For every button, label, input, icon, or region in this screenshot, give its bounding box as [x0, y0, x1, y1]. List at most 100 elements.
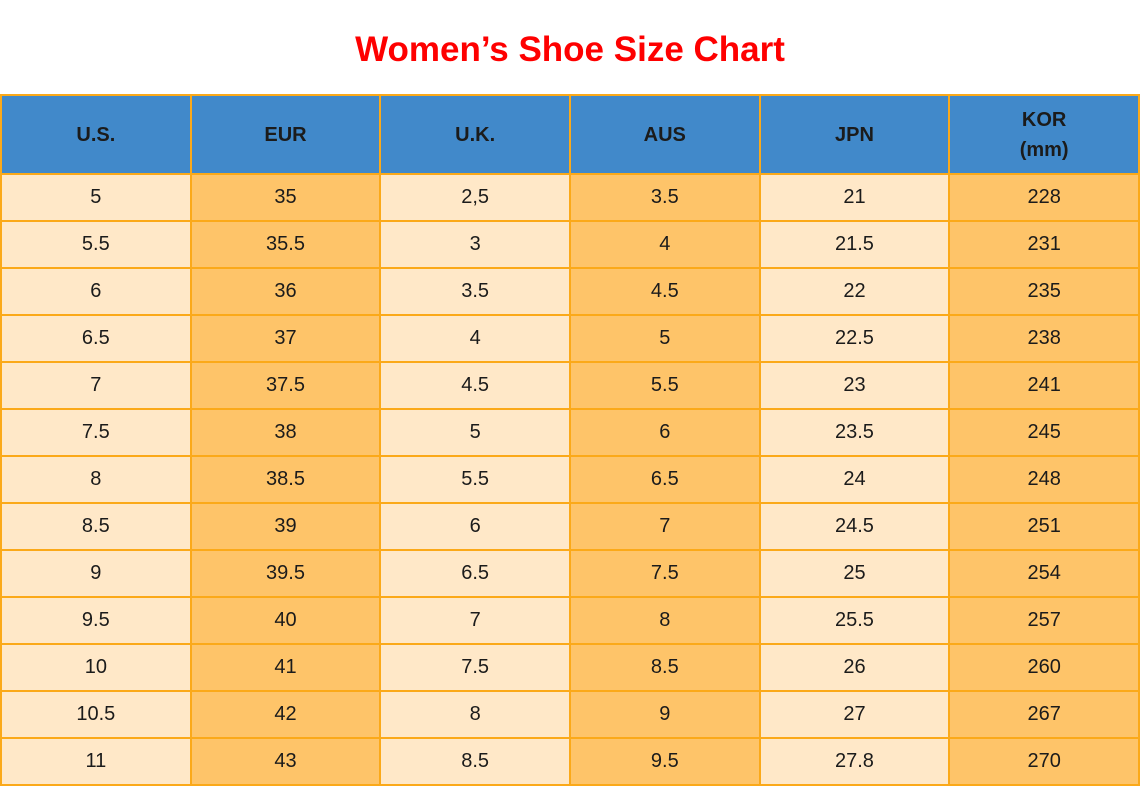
table-cell: 9 — [0, 549, 192, 598]
table-cell: 25.5 — [758, 596, 951, 645]
column-header-u-s: U.S. — [0, 94, 192, 175]
table-cell: 27.8 — [758, 737, 951, 786]
table-cell: 8.5 — [379, 737, 571, 786]
table-cell: 5.5 — [568, 361, 761, 410]
table-cell: 267 — [948, 690, 1140, 739]
table-cell: 23 — [758, 361, 951, 410]
table-row: 8.5 39 6 7 24.5 251 — [0, 502, 1140, 551]
table-cell: 8.5 — [568, 643, 761, 692]
column-header-u-k: U.K. — [379, 94, 571, 175]
table-cell: 8.5 — [0, 502, 192, 551]
table-cell: 22 — [758, 267, 951, 316]
table-cell: 36 — [189, 267, 382, 316]
table-cell: 24 — [758, 455, 951, 504]
table-cell: 8 — [379, 690, 571, 739]
table-cell: 3.5 — [568, 173, 761, 222]
table-cell: 4 — [568, 220, 761, 269]
header-row: U.S. EUR U.K. AUS JPN KOR (mm) — [0, 94, 1140, 175]
table-cell: 37 — [189, 314, 382, 363]
table-cell: 6.5 — [568, 455, 761, 504]
table-cell: 257 — [948, 596, 1140, 645]
table-cell: 10 — [0, 643, 192, 692]
table-cell: 7.5 — [0, 408, 192, 457]
table-cell: 5.5 — [0, 220, 192, 269]
table-cell: 7.5 — [568, 549, 761, 598]
table-row: 6.5 37 4 5 22.5 238 — [0, 314, 1140, 363]
table-cell: 231 — [948, 220, 1140, 269]
column-header-jpn: JPN — [758, 94, 951, 175]
shoe-size-table: U.S. EUR U.K. AUS JPN KOR (mm) 5 35 2,5 3.5 21 228… — [0, 94, 1140, 786]
table-row: 8 38.5 5.5 6.5 24 248 — [0, 455, 1140, 504]
table-cell: 39.5 — [189, 549, 382, 598]
table-cell: 241 — [948, 361, 1140, 410]
table-cell: 11 — [0, 737, 192, 786]
table-cell: 248 — [948, 455, 1140, 504]
table-cell: 10.5 — [0, 690, 192, 739]
table-cell: 238 — [948, 314, 1140, 363]
page-title: Women’s Shoe Size Chart — [355, 30, 785, 69]
table-cell: 5 — [0, 173, 192, 222]
table-cell: 37.5 — [189, 361, 382, 410]
table-cell: 25 — [758, 549, 951, 598]
table-cell: 235 — [948, 267, 1140, 316]
table-cell: 43 — [189, 737, 382, 786]
table-cell: 24.5 — [758, 502, 951, 551]
table-row: 9 39.5 6.5 7.5 25 254 — [0, 549, 1140, 598]
table-header: U.S. EUR U.K. AUS JPN KOR (mm) — [0, 94, 1140, 175]
table-cell: 38.5 — [189, 455, 382, 504]
table-cell: 5.5 — [379, 455, 571, 504]
table-row: 10.5 42 8 9 27 267 — [0, 690, 1140, 739]
table-cell: 6.5 — [0, 314, 192, 363]
table-cell: 251 — [948, 502, 1140, 551]
table-cell: 245 — [948, 408, 1140, 457]
table-cell: 35 — [189, 173, 382, 222]
table-cell: 7.5 — [379, 643, 571, 692]
table-row: 5.5 35.5 3 4 21.5 231 — [0, 220, 1140, 269]
table-cell: 260 — [948, 643, 1140, 692]
table-cell: 5 — [568, 314, 761, 363]
column-header-aus: AUS — [568, 94, 761, 175]
table-cell: 6.5 — [379, 549, 571, 598]
table-cell: 6 — [379, 502, 571, 551]
table-cell: 22.5 — [758, 314, 951, 363]
table-row: 5 35 2,5 3.5 21 228 — [0, 173, 1140, 222]
table-cell: 38 — [189, 408, 382, 457]
table-cell: 2,5 — [379, 173, 571, 222]
table-body: 5 35 2,5 3.5 21 228 5.5 35.5 3 4 21.5 231 6 36 3.5 4.5 2… — [0, 173, 1140, 786]
table-cell: 8 — [0, 455, 192, 504]
table-row: 9.5 40 7 8 25.5 257 — [0, 596, 1140, 645]
table-cell: 254 — [948, 549, 1140, 598]
table-row: 7 37.5 4.5 5.5 23 241 — [0, 361, 1140, 410]
table-cell: 6 — [0, 267, 192, 316]
table-row: 10 41 7.5 8.5 26 260 — [0, 643, 1140, 692]
table-cell: 7 — [379, 596, 571, 645]
column-header-eur: EUR — [189, 94, 382, 175]
table-cell: 4 — [379, 314, 571, 363]
table-row: 7.5 38 5 6 23.5 245 — [0, 408, 1140, 457]
table-cell: 21 — [758, 173, 951, 222]
table-cell: 41 — [189, 643, 382, 692]
table-cell: 39 — [189, 502, 382, 551]
table-cell: 4.5 — [568, 267, 761, 316]
table-cell: 3 — [379, 220, 571, 269]
table-cell: 40 — [189, 596, 382, 645]
table-cell: 26 — [758, 643, 951, 692]
table-cell: 6 — [568, 408, 761, 457]
table-cell: 228 — [948, 173, 1140, 222]
table-cell: 7 — [0, 361, 192, 410]
table-cell: 7 — [568, 502, 761, 551]
table-cell: 23.5 — [758, 408, 951, 457]
table-cell: 8 — [568, 596, 761, 645]
table-cell: 9.5 — [568, 737, 761, 786]
table-cell: 35.5 — [189, 220, 382, 269]
table-cell: 21.5 — [758, 220, 951, 269]
table-cell: 42 — [189, 690, 382, 739]
table-cell: 5 — [379, 408, 571, 457]
table-row: 6 36 3.5 4.5 22 235 — [0, 267, 1140, 316]
table-cell: 3.5 — [379, 267, 571, 316]
table-row: 11 43 8.5 9.5 27.8 270 — [0, 737, 1140, 786]
column-header-kor-mm: KOR (mm) — [948, 94, 1140, 175]
table-cell: 9 — [568, 690, 761, 739]
table-cell: 4.5 — [379, 361, 571, 410]
